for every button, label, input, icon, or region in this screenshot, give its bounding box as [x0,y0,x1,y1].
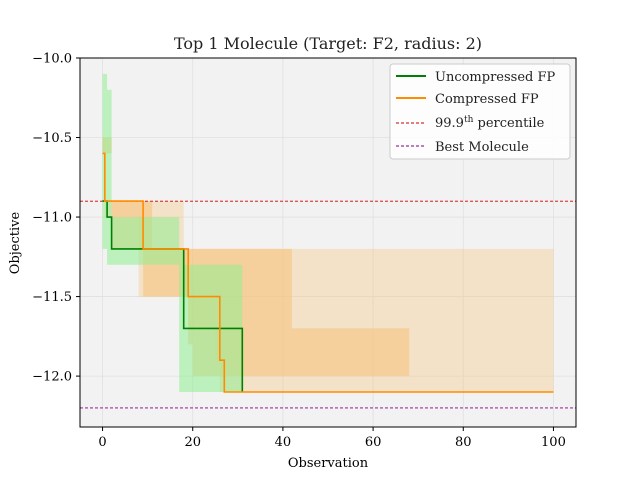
y-axis-label: Objective [8,211,23,274]
legend-label-percentile: 99.9th percentile [435,115,545,131]
y-tick-label: −10.5 [32,131,72,146]
y-tick-label: −10.0 [32,52,72,67]
x-tick-label: 100 [541,435,566,450]
legend-label-compressed: Compressed FP [435,92,539,107]
y-tick-label: −12.0 [32,370,72,385]
x-axis-label: Observation [288,456,369,471]
reference-lines [80,200,576,409]
x-tick-label: 0 [98,435,106,450]
line-compressed-fp [102,152,554,393]
x-tick-label: 80 [455,435,472,450]
legend-label-percentile-sup: th [464,115,474,125]
legend-label-percentile-main: 99.9 [435,116,464,131]
legend: Uncompressed FP Compressed FP 99.9th per… [389,63,571,160]
x-tick-label: 40 [275,435,292,450]
legend-label-uncompressed: Uncompressed FP [435,70,556,85]
y-tick-label: −11.0 [32,211,72,226]
chart-title: Top 1 Molecule (Target: F2, radius: 2) [174,34,482,53]
y-tick-label: −11.5 [32,290,72,305]
legend-label-percentile-rest: percentile [473,116,544,131]
band-compressed-fp [102,137,410,392]
legend-box [389,63,571,160]
series-lines [102,152,554,393]
x-tick-label: 60 [365,435,382,450]
band-uncompressed-fp [102,73,243,393]
x-tick-label: 20 [184,435,201,450]
axis-ticks: 0 20 40 60 80 100 −12.0 −11.5 −11.0 −10.5 −10.0 [32,52,566,451]
legend-label-best: Best Molecule [435,140,529,155]
plot-frame [79,57,577,428]
